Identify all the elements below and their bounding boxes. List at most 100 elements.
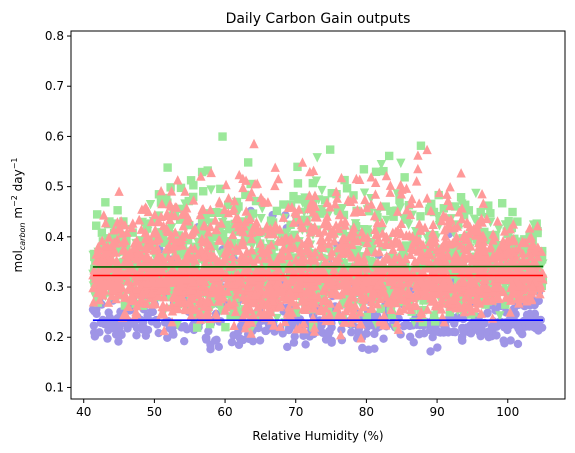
scatter-point	[347, 328, 355, 336]
scatter-point	[206, 341, 214, 349]
scatter-point	[103, 334, 111, 342]
y-tick-label: 0.1	[45, 380, 64, 394]
scatter-point	[326, 145, 334, 153]
scatter-point	[244, 158, 252, 166]
scatter-point	[416, 212, 424, 220]
scatter-point	[498, 199, 506, 207]
y-label-mid: m	[11, 207, 25, 223]
scatter-point	[202, 333, 210, 341]
x-axis: 40 50 60 70 80 90 100	[76, 399, 519, 419]
scatter-point	[93, 210, 101, 218]
y-tick-label: 0.8	[45, 29, 64, 43]
y-tick-label: 0.2	[45, 330, 64, 344]
scatter-point	[274, 174, 283, 183]
scatter-point	[499, 336, 507, 344]
scatter-point	[493, 216, 502, 225]
scatter-point	[98, 228, 106, 236]
x-tick-label: 60	[217, 405, 232, 419]
scatter-point	[271, 162, 280, 171]
scatter-point	[470, 320, 478, 328]
scatter-point	[459, 327, 467, 335]
scatter-point	[112, 330, 120, 338]
scatter-point	[114, 186, 123, 195]
y-label-base: mol	[11, 250, 25, 272]
scatter-point	[313, 153, 322, 162]
scatter-point	[492, 331, 500, 339]
scatter-point	[198, 204, 207, 213]
scatter-point	[101, 198, 109, 206]
scatter-point	[301, 340, 309, 348]
x-tick-label: 70	[288, 405, 303, 419]
x-axis-label: Relative Humidity (%)	[252, 429, 383, 443]
scatter-point	[147, 308, 155, 316]
y-tick-label: 0.3	[45, 280, 64, 294]
y-tick-label: 0.6	[45, 129, 64, 143]
y-label-mid2: day	[11, 169, 25, 195]
scatter-point	[221, 180, 230, 189]
scatter-point	[235, 341, 243, 349]
scatter-point	[256, 336, 264, 344]
y-tick-label: 0.7	[45, 79, 64, 93]
scatter-point	[372, 168, 380, 176]
scatter-point	[458, 336, 466, 344]
scatter-point	[508, 208, 516, 216]
x-tick-label: 90	[429, 405, 444, 419]
y-label-sup1: −2	[10, 195, 19, 207]
scatter-point	[218, 132, 226, 140]
y-axis: 0.1 0.2 0.3 0.4 0.5 0.6 0.7 0.8	[45, 29, 71, 394]
scatter-point	[187, 176, 195, 184]
scatter-point	[413, 150, 422, 159]
scatter-point	[298, 157, 307, 166]
scatter-point	[400, 173, 408, 181]
scatter-point	[514, 340, 522, 348]
scatter-point	[113, 206, 121, 214]
scatter-point	[294, 179, 302, 187]
scatter-point	[476, 329, 484, 337]
scatter-point	[386, 180, 395, 189]
scatter-point	[396, 159, 405, 168]
fit-line	[93, 266, 543, 267]
scatter-point	[221, 323, 229, 331]
y-tick-label: 0.4	[45, 230, 64, 244]
scatter-point	[379, 335, 387, 343]
scatter-point	[432, 326, 440, 334]
scatter-point	[412, 176, 421, 185]
scatter-point	[362, 329, 370, 337]
scatter-point	[199, 187, 207, 195]
scatter-point	[385, 152, 393, 160]
scatter-point	[360, 165, 368, 173]
scatter-point	[514, 324, 522, 332]
x-tick-label: 100	[496, 405, 519, 419]
y-axis-label: molcarbon m−2 day−1	[10, 157, 27, 272]
y-tick-label: 0.5	[45, 180, 64, 194]
scatter-point	[144, 326, 152, 334]
scatter-point	[193, 323, 201, 331]
scatter-point	[290, 338, 298, 346]
scatter-point	[92, 310, 100, 318]
scatter-point	[163, 163, 171, 171]
scatter-point	[249, 139, 258, 148]
scatter-point	[206, 185, 215, 194]
x-tick-label: 80	[359, 405, 374, 419]
y-label-sub: carbon	[18, 222, 27, 250]
scatter-point	[426, 347, 434, 355]
scatter-point	[370, 344, 378, 352]
scatter-point	[317, 186, 326, 195]
scatter-point	[413, 164, 422, 173]
scatter-point	[173, 175, 182, 184]
scatter-point	[431, 317, 439, 325]
scatter-point	[422, 193, 431, 202]
scatter-points	[88, 132, 547, 355]
scatter-point	[91, 332, 99, 340]
scatter-point	[456, 168, 465, 177]
y-label-sup2: −1	[10, 157, 19, 169]
chart-title: Daily Carbon Gain outputs	[226, 11, 411, 27]
scatter-point	[215, 343, 223, 351]
scatter-point	[324, 331, 332, 339]
scatter-point	[417, 142, 425, 150]
scatter-point	[180, 337, 188, 345]
x-tick-label: 50	[147, 405, 162, 419]
scatter-point	[410, 338, 418, 346]
scatter-point	[416, 330, 424, 338]
